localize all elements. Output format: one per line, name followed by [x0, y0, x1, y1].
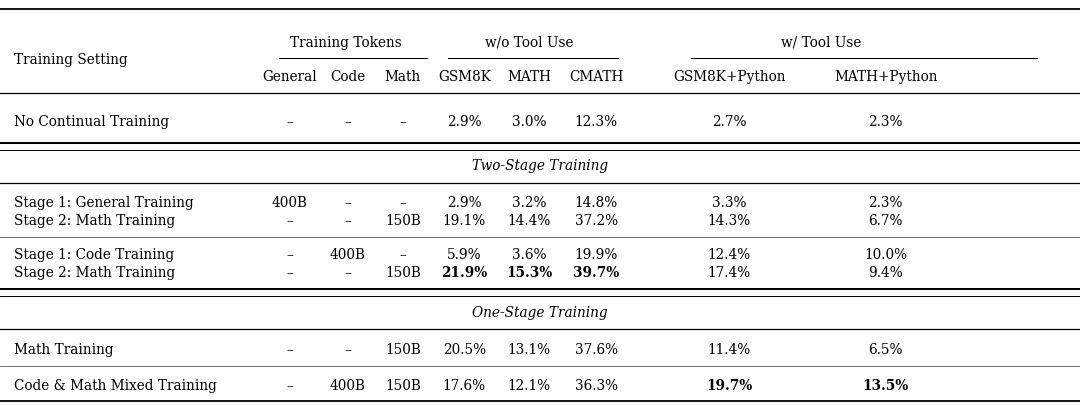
Text: 150B: 150B [384, 265, 421, 279]
Text: MATH: MATH [508, 70, 551, 84]
Text: 3.3%: 3.3% [712, 196, 746, 209]
Text: 13.5%: 13.5% [863, 378, 908, 392]
Text: 9.4%: 9.4% [868, 265, 903, 279]
Text: 2.3%: 2.3% [868, 196, 903, 209]
Text: 2.3%: 2.3% [868, 115, 903, 128]
Text: No Continual Training: No Continual Training [14, 115, 170, 128]
Text: –: – [400, 247, 406, 261]
Text: 150B: 150B [384, 214, 421, 228]
Text: 20.5%: 20.5% [443, 342, 486, 356]
Text: Math: Math [384, 70, 421, 84]
Text: 17.4%: 17.4% [707, 265, 751, 279]
Text: –: – [286, 214, 293, 228]
Text: 3.2%: 3.2% [512, 196, 546, 209]
Text: –: – [345, 196, 351, 209]
Text: Two-Stage Training: Two-Stage Training [472, 159, 608, 173]
Text: w/ Tool Use: w/ Tool Use [781, 36, 861, 49]
Text: 14.4%: 14.4% [508, 214, 551, 228]
Text: 2.9%: 2.9% [447, 115, 482, 128]
Text: Stage 2: Math Training: Stage 2: Math Training [14, 265, 175, 279]
Text: 12.4%: 12.4% [707, 247, 751, 261]
Text: 13.1%: 13.1% [508, 342, 551, 356]
Text: 12.3%: 12.3% [575, 115, 618, 128]
Text: Code: Code [330, 70, 365, 84]
Text: CMATH: CMATH [569, 70, 623, 84]
Text: –: – [286, 115, 293, 128]
Text: 37.6%: 37.6% [575, 342, 618, 356]
Text: Stage 2: Math Training: Stage 2: Math Training [14, 214, 175, 228]
Text: 5.9%: 5.9% [447, 247, 482, 261]
Text: 21.9%: 21.9% [442, 265, 487, 279]
Text: 39.7%: 39.7% [573, 265, 619, 279]
Text: Stage 1: Code Training: Stage 1: Code Training [14, 247, 174, 261]
Text: Math Training: Math Training [14, 342, 113, 356]
Text: 19.9%: 19.9% [575, 247, 618, 261]
Text: 6.5%: 6.5% [868, 342, 903, 356]
Text: GSM8K+Python: GSM8K+Python [673, 70, 785, 84]
Text: –: – [345, 115, 351, 128]
Text: 3.0%: 3.0% [512, 115, 546, 128]
Text: 2.7%: 2.7% [712, 115, 746, 128]
Text: One-Stage Training: One-Stage Training [472, 305, 608, 319]
Text: –: – [345, 214, 351, 228]
Text: 2.9%: 2.9% [447, 196, 482, 209]
Text: MATH+Python: MATH+Python [834, 70, 937, 84]
Text: –: – [286, 265, 293, 279]
Text: 36.3%: 36.3% [575, 378, 618, 392]
Text: w/o Tool Use: w/o Tool Use [485, 36, 573, 49]
Text: GSM8K: GSM8K [437, 70, 491, 84]
Text: 400B: 400B [329, 378, 366, 392]
Text: 12.1%: 12.1% [508, 378, 551, 392]
Text: 3.6%: 3.6% [512, 247, 546, 261]
Text: 150B: 150B [384, 342, 421, 356]
Text: 10.0%: 10.0% [864, 247, 907, 261]
Text: Training Setting: Training Setting [14, 53, 127, 67]
Text: 6.7%: 6.7% [868, 214, 903, 228]
Text: Code & Math Mixed Training: Code & Math Mixed Training [14, 378, 217, 392]
Text: 15.3%: 15.3% [507, 265, 552, 279]
Text: 37.2%: 37.2% [575, 214, 618, 228]
Text: 14.3%: 14.3% [707, 214, 751, 228]
Text: –: – [400, 115, 406, 128]
Text: –: – [286, 378, 293, 392]
Text: 19.7%: 19.7% [706, 378, 752, 392]
Text: 11.4%: 11.4% [707, 342, 751, 356]
Text: –: – [286, 247, 293, 261]
Text: 400B: 400B [271, 196, 308, 209]
Text: 17.6%: 17.6% [443, 378, 486, 392]
Text: Stage 1: General Training: Stage 1: General Training [14, 196, 193, 209]
Text: 150B: 150B [384, 378, 421, 392]
Text: –: – [345, 342, 351, 356]
Text: 14.8%: 14.8% [575, 196, 618, 209]
Text: General: General [262, 70, 316, 84]
Text: 19.1%: 19.1% [443, 214, 486, 228]
Text: –: – [400, 196, 406, 209]
Text: –: – [345, 265, 351, 279]
Text: –: – [286, 342, 293, 356]
Text: Training Tokens: Training Tokens [289, 36, 402, 49]
Text: 400B: 400B [329, 247, 366, 261]
